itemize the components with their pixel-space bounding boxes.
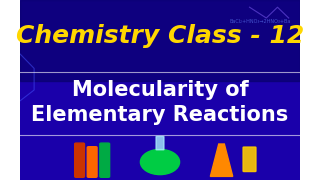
FancyBboxPatch shape <box>87 147 97 177</box>
FancyBboxPatch shape <box>100 143 110 177</box>
FancyBboxPatch shape <box>156 136 164 150</box>
Circle shape <box>140 149 180 175</box>
Polygon shape <box>210 144 233 176</box>
Text: BaCl₂+HNO₃→2HNO₃+Ba: BaCl₂+HNO₃→2HNO₃+Ba <box>230 19 291 24</box>
FancyBboxPatch shape <box>243 147 256 172</box>
Bar <box>20 0 300 81</box>
Text: Molecularity of: Molecularity of <box>72 80 248 100</box>
Text: Chemistry Class - 12: Chemistry Class - 12 <box>16 24 304 48</box>
FancyBboxPatch shape <box>75 143 84 177</box>
Text: Elementary Reactions: Elementary Reactions <box>31 105 289 125</box>
